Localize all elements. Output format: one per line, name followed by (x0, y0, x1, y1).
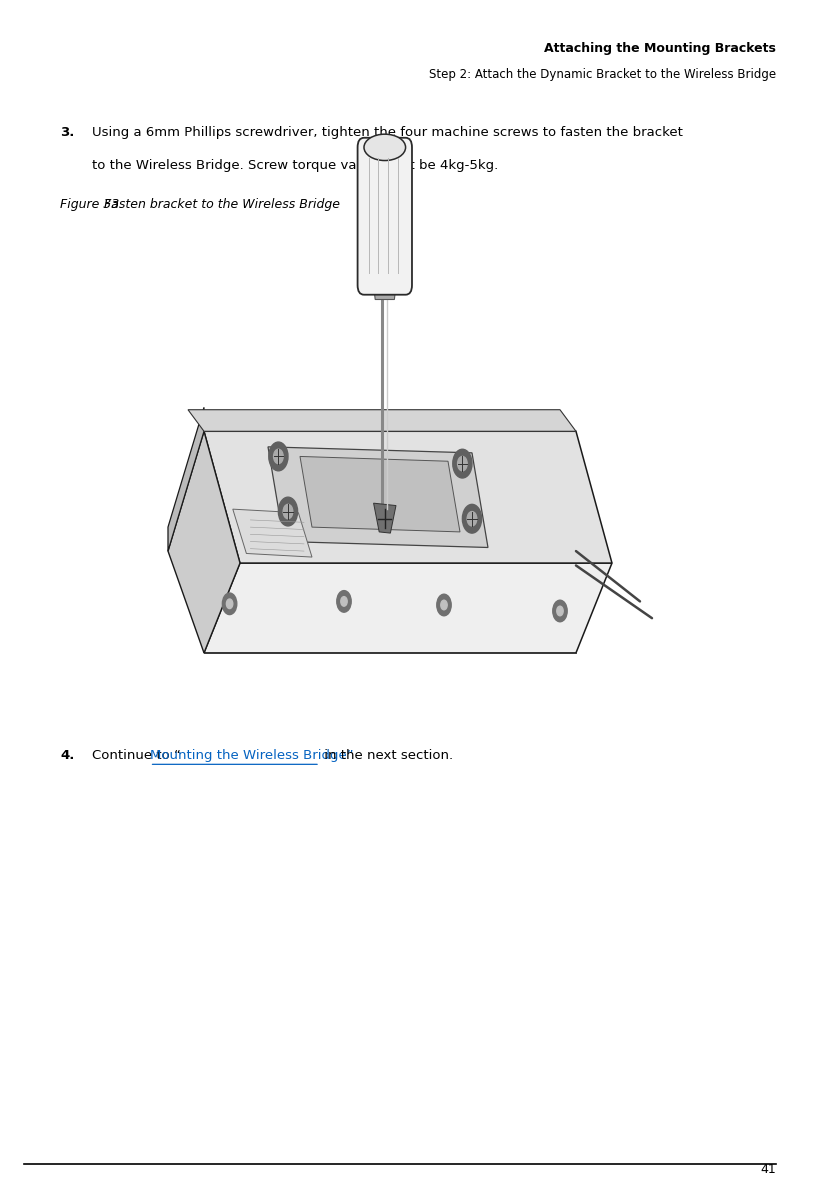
Polygon shape (204, 431, 612, 563)
Circle shape (274, 449, 283, 464)
Text: Attaching the Mounting Brackets: Attaching the Mounting Brackets (544, 42, 776, 55)
Ellipse shape (364, 134, 406, 161)
Circle shape (278, 497, 298, 526)
Circle shape (226, 599, 233, 609)
Polygon shape (374, 503, 396, 533)
Circle shape (441, 600, 447, 610)
Text: 41: 41 (760, 1163, 776, 1176)
Circle shape (341, 597, 347, 606)
Text: Using a 6mm Phillips screwdriver, tighten the four machine screws to fasten the : Using a 6mm Phillips screwdriver, tighte… (92, 126, 683, 139)
Text: 4.: 4. (60, 749, 74, 762)
Circle shape (467, 512, 477, 526)
Circle shape (557, 606, 563, 616)
Circle shape (436, 594, 451, 616)
Text: Fasten bracket to the Wireless Bridge: Fasten bracket to the Wireless Bridge (104, 198, 340, 211)
Circle shape (462, 504, 482, 533)
Circle shape (283, 504, 293, 519)
Polygon shape (204, 563, 612, 653)
Text: Mounting the Wireless Bridge”: Mounting the Wireless Bridge” (149, 749, 353, 762)
Polygon shape (168, 407, 204, 551)
Text: Continue to “: Continue to “ (92, 749, 181, 762)
Text: in the next section.: in the next section. (320, 749, 453, 762)
Text: Step 2: Attach the Dynamic Bracket to the Wireless Bridge: Step 2: Attach the Dynamic Bracket to th… (429, 68, 776, 81)
Circle shape (337, 591, 351, 612)
Circle shape (458, 456, 467, 471)
Polygon shape (268, 447, 488, 547)
Text: 3.: 3. (60, 126, 74, 139)
FancyBboxPatch shape (357, 138, 412, 295)
Text: to the Wireless Bridge. Screw torque value must be 4kg-5kg.: to the Wireless Bridge. Screw torque val… (92, 159, 498, 173)
Polygon shape (233, 509, 312, 557)
Text: Figure 33.: Figure 33. (60, 198, 124, 211)
Polygon shape (300, 456, 460, 532)
Circle shape (269, 442, 288, 471)
Polygon shape (188, 410, 576, 431)
Polygon shape (374, 285, 396, 300)
Polygon shape (168, 431, 240, 653)
Circle shape (553, 600, 567, 622)
Circle shape (223, 593, 237, 615)
Circle shape (453, 449, 472, 478)
